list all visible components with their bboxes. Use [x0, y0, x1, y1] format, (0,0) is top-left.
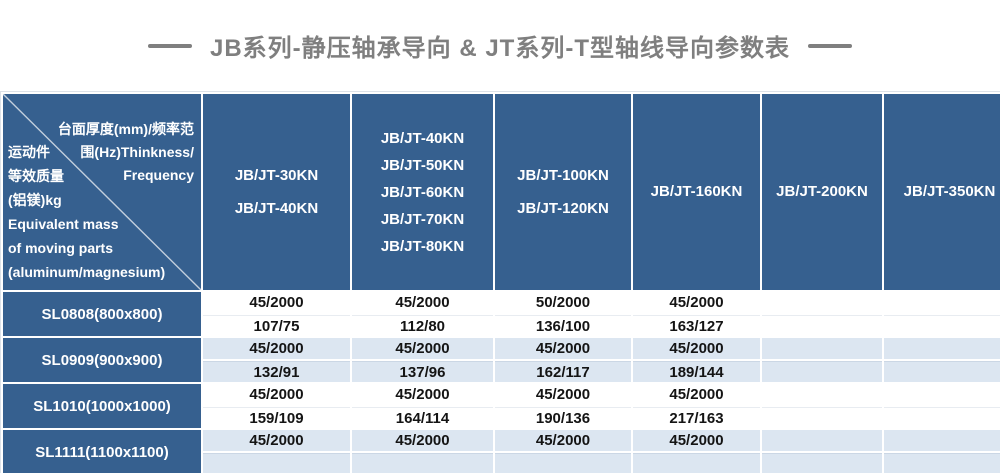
model-label: JB/JT-200KN [776, 183, 868, 200]
value-cell [203, 453, 350, 473]
value-cell [884, 292, 1000, 313]
model-label: JB/JT-50KN [380, 156, 465, 174]
value-cell: 45/2000 [633, 384, 760, 405]
model-label: JB/JT-350KN [903, 183, 996, 200]
row-label-sl0909: SL0909(900x900) [3, 338, 201, 382]
table-row: SL0808(800x800) 45/2000 45/2000 50/2000 … [3, 292, 1000, 336]
value-cell: 45/2000 [203, 338, 350, 359]
value-cell [352, 453, 493, 473]
model-label: JB/JT-40KN [380, 129, 465, 147]
value-cell [884, 384, 1000, 405]
value-cell: 45/2000 [203, 384, 350, 405]
value-cell [884, 430, 1000, 451]
table-row: SL1111(1100x1100) 45/2000 45/2000 45/200… [3, 430, 1000, 473]
header-row: 台面厚度(mm)/频率范 围(Hz)Thinkness/ Frequency 运… [3, 94, 1000, 290]
model-label: JB/JT-40KN [234, 200, 319, 217]
page-title: JB系列-静压轴承导向 & JT系列-T型轴线导向参数表 [210, 35, 790, 62]
value-cell: 45/2000 [203, 430, 350, 451]
corner-line: 台面厚度(mm)/频率范 [57, 121, 194, 137]
model-label: JB/JT-30KN [234, 167, 319, 184]
value-cell: 190/136 [495, 407, 631, 428]
corner-line: Frequency [123, 167, 194, 183]
table-row: SL0909(900x900) 45/2000 45/2000 45/2000 … [3, 338, 1000, 382]
corner-line: Equivalent mass [8, 216, 119, 232]
table-subrow: 159/109 164/114 190/136 217/163 [3, 407, 1000, 428]
value-cell: 45/2000 [203, 292, 350, 313]
table-subrow: 107/75 112/80 136/100 163/127 [3, 315, 1000, 336]
model-label: JB/JT-80KN [380, 237, 465, 255]
row-label-sl1111: SL1111(1100x1100) [3, 430, 201, 473]
value-cell [884, 361, 1000, 382]
column-header-350kn: JB/JT-350KN [884, 94, 1000, 290]
row-label-sl0808: SL0808(800x800) [3, 292, 201, 336]
column-header-30-40kn: JB/JT-30KN JB/JT-40KN [203, 94, 350, 290]
value-cell: 45/2000 [352, 292, 493, 313]
parameter-table-wrap: 台面厚度(mm)/频率范 围(Hz)Thinkness/ Frequency 运… [0, 91, 1000, 473]
value-cell: 136/100 [495, 315, 631, 336]
value-cell [762, 338, 882, 359]
page-title-row: JB系列-静压轴承导向 & JT系列-T型轴线导向参数表 [0, 0, 1000, 91]
value-cell: 45/2000 [633, 292, 760, 313]
corner-line: 围(Hz)Thinkness/ [80, 144, 194, 160]
value-cell: 189/144 [633, 361, 760, 382]
header-cell-corner: 台面厚度(mm)/频率范 围(Hz)Thinkness/ Frequency 运… [3, 94, 201, 290]
column-header-160kn: JB/JT-160KN [633, 94, 760, 290]
row-label-sl1010: SL1010(1000x1000) [3, 384, 201, 428]
value-cell: 132/91 [203, 361, 350, 382]
value-cell: 217/163 [633, 407, 760, 428]
model-label: JB/JT-120KN [517, 200, 609, 217]
table-subrow: 132/91 137/96 162/117 189/144 [3, 361, 1000, 382]
value-cell [762, 407, 882, 428]
value-cell [495, 453, 631, 473]
model-label: JB/JT-100KN [517, 167, 609, 184]
value-cell [762, 453, 882, 473]
diagonal-divider [3, 94, 201, 290]
value-cell [884, 338, 1000, 359]
value-cell [762, 361, 882, 382]
corner-line: (aluminum/magnesium) [8, 264, 166, 280]
value-cell [762, 292, 882, 313]
column-header-40-80kn: JB/JT-40KN JB/JT-50KN JB/JT-60KN JB/JT-7… [352, 94, 493, 290]
value-cell [762, 430, 882, 451]
corner-bottom-left-label: 运动件 等效质量 (铝镁)kg Equivalent mass of movin… [8, 140, 165, 284]
value-cell: 112/80 [352, 315, 493, 336]
value-cell: 45/2000 [633, 430, 760, 451]
value-cell: 164/114 [352, 407, 493, 428]
value-cell: 107/75 [203, 315, 350, 336]
corner-line: (铝镁)kg [8, 192, 62, 208]
value-cell: 45/2000 [352, 338, 493, 359]
value-cell: 50/2000 [495, 292, 631, 313]
title-dash-left-icon [148, 43, 192, 48]
value-cell: 159/109 [203, 407, 350, 428]
title-dash-right-icon [808, 43, 852, 48]
value-cell [762, 315, 882, 336]
value-cell: 45/2000 [352, 430, 493, 451]
value-cell: 45/2000 [352, 384, 493, 405]
value-cell [884, 407, 1000, 428]
model-label: JB/JT-60KN [380, 183, 465, 201]
corner-line: 运动件 [8, 144, 50, 160]
value-cell: 137/96 [352, 361, 493, 382]
corner-line: 等效质量 [8, 168, 64, 184]
model-label: JB/JT-70KN [380, 210, 465, 228]
value-cell: 162/117 [495, 361, 631, 382]
table-row: SL1010(1000x1000) 45/2000 45/2000 45/200… [3, 384, 1000, 428]
corner-line: of moving parts [8, 240, 114, 256]
corner-top-right-label: 台面厚度(mm)/频率范 围(Hz)Thinkness/ Frequency [58, 118, 194, 187]
value-cell: 45/2000 [495, 430, 631, 451]
value-cell: 45/2000 [633, 338, 760, 359]
model-label: JB/JT-160KN [650, 183, 743, 200]
value-cell [884, 453, 1000, 473]
table-subrow [3, 453, 1000, 473]
column-header-200kn: JB/JT-200KN [762, 94, 882, 290]
value-cell: 163/127 [633, 315, 760, 336]
value-cell [884, 315, 1000, 336]
parameter-table: 台面厚度(mm)/频率范 围(Hz)Thinkness/ Frequency 运… [1, 92, 1000, 473]
value-cell [762, 384, 882, 405]
value-cell: 45/2000 [495, 384, 631, 405]
value-cell: 45/2000 [495, 338, 631, 359]
value-cell [633, 453, 760, 473]
column-header-100-120kn: JB/JT-100KN JB/JT-120KN [495, 94, 631, 290]
